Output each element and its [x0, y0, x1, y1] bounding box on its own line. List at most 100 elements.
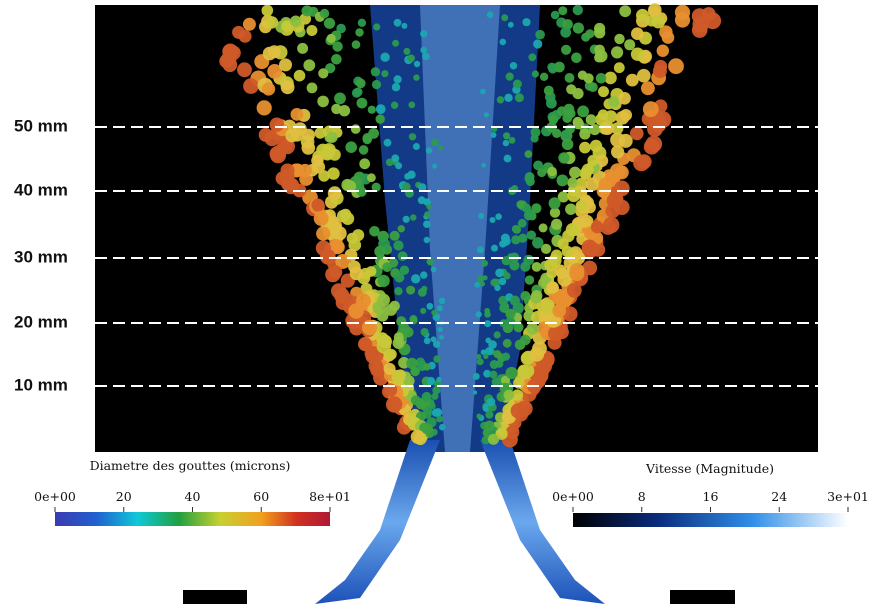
droplet — [595, 73, 607, 84]
droplet — [394, 287, 403, 296]
droplet — [589, 124, 601, 136]
droplet — [490, 132, 497, 138]
droplet — [642, 101, 659, 118]
droplet — [431, 392, 439, 400]
droplet — [561, 245, 574, 258]
droplet — [571, 52, 582, 64]
droplet — [611, 46, 624, 59]
droplet — [548, 197, 561, 210]
droplet — [413, 74, 420, 81]
droplet — [430, 336, 437, 343]
droplet — [529, 347, 545, 362]
droplet — [567, 177, 578, 188]
colorbar-tick-label: 60 — [253, 489, 269, 504]
droplet — [303, 59, 316, 72]
droplet — [279, 58, 292, 72]
droplet — [349, 320, 364, 336]
droplet — [319, 8, 330, 19]
droplet — [331, 103, 342, 115]
droplet — [613, 62, 625, 74]
droplet — [357, 18, 367, 27]
droplet — [584, 81, 595, 91]
droplet — [410, 429, 425, 444]
droplet — [500, 375, 511, 385]
droplet — [704, 12, 722, 30]
height-lines — [95, 126, 818, 387]
droplet — [392, 39, 400, 47]
droplet — [528, 53, 537, 62]
droplet — [510, 403, 526, 419]
droplet — [436, 415, 444, 423]
droplet — [389, 300, 400, 312]
droplet — [336, 23, 346, 34]
droplet — [433, 340, 441, 348]
droplet — [533, 160, 543, 171]
droplet — [402, 182, 411, 192]
droplet — [619, 5, 632, 18]
droplet — [258, 127, 273, 142]
droplet — [502, 139, 510, 147]
colorbar-tick-label: 24 — [771, 489, 787, 504]
droplet — [674, 4, 691, 21]
droplet — [546, 267, 558, 279]
droplet — [397, 251, 408, 261]
droplet — [419, 422, 430, 434]
droplet — [562, 306, 578, 322]
droplet — [587, 154, 599, 167]
droplet — [242, 17, 256, 31]
colorbar-tick-label: 20 — [116, 489, 132, 504]
droplet — [584, 201, 596, 214]
droplet — [610, 132, 625, 148]
nozzle-block — [183, 590, 247, 604]
droplet — [594, 49, 608, 63]
droplet — [572, 116, 583, 128]
droplet — [297, 42, 309, 54]
droplet — [511, 235, 521, 245]
droplet — [558, 293, 573, 308]
droplet — [311, 154, 324, 167]
droplet — [318, 170, 330, 182]
droplet — [495, 427, 508, 440]
droplet — [306, 82, 318, 94]
droplet — [420, 328, 429, 336]
droplet — [438, 145, 444, 151]
droplet — [423, 220, 431, 228]
droplet — [488, 433, 499, 445]
droplet — [511, 389, 524, 402]
droplet — [561, 44, 572, 55]
droplet — [420, 307, 427, 314]
droplet — [651, 15, 666, 29]
droplet — [481, 162, 487, 168]
droplet — [330, 239, 344, 253]
droplet — [495, 213, 502, 220]
droplet — [302, 128, 315, 142]
droplet — [371, 182, 381, 192]
colorbar-title: Vitesse (Magnitude) — [645, 461, 774, 476]
droplet — [536, 358, 552, 374]
droplet — [566, 283, 582, 298]
droplet — [494, 284, 501, 291]
droplet — [488, 340, 497, 349]
droplet — [594, 22, 606, 35]
droplet — [503, 154, 512, 163]
droplet — [547, 62, 557, 72]
droplet — [431, 138, 439, 147]
droplet — [391, 369, 406, 384]
droplet — [500, 233, 510, 243]
colorbar-tick-label: 16 — [703, 489, 719, 504]
height-label: 40 mm — [14, 180, 68, 199]
droplet — [486, 11, 494, 19]
droplet — [569, 166, 581, 179]
droplet — [403, 47, 411, 55]
droplet — [358, 337, 373, 352]
droplet — [262, 46, 277, 61]
droplet — [243, 78, 259, 94]
droplet — [614, 33, 625, 45]
droplet — [328, 221, 343, 236]
droplet — [328, 265, 343, 279]
droplet — [543, 85, 554, 96]
droplet — [490, 278, 499, 287]
droplet — [656, 44, 669, 57]
droplet — [407, 170, 416, 179]
droplet — [611, 122, 624, 135]
